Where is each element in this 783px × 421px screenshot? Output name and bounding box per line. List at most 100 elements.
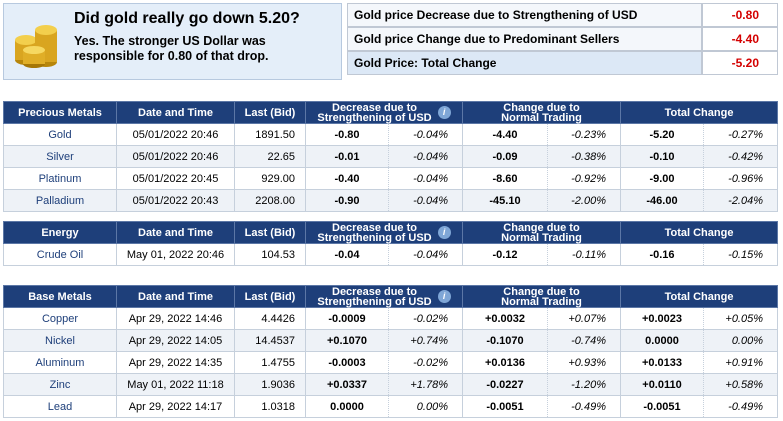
date-time: May 01, 2022 11:18 xyxy=(116,373,235,396)
summary-row-sellers: Gold price Change due to Predominant Sel… xyxy=(347,27,778,51)
usd-change-pct: -0.02% xyxy=(388,307,463,330)
date-time: 05/01/2022 20:45 xyxy=(116,167,235,190)
normal-change-pct: +0.93% xyxy=(547,351,621,374)
commodity-name[interactable]: Lead xyxy=(3,395,117,418)
total-change-pct: -0.42% xyxy=(703,145,779,168)
col-usd: Decrease due to Strengthening of USD i xyxy=(305,285,463,308)
col-normal: Change due to Normal Trading xyxy=(462,285,621,308)
usd-change: -0.40 xyxy=(305,167,389,190)
normal-change: -0.0227 xyxy=(462,373,548,396)
summary-label: Gold price Decrease due to Strengthening… xyxy=(347,3,702,27)
usd-change: -0.0003 xyxy=(305,351,389,374)
usd-change: 0.0000 xyxy=(305,395,389,418)
normal-change: -0.0051 xyxy=(462,395,548,418)
normal-change: +0.0032 xyxy=(462,307,548,330)
total-change: -0.16 xyxy=(620,243,704,266)
usd-change-pct: +1.78% xyxy=(388,373,463,396)
usd-change-pct: -0.04% xyxy=(388,123,463,146)
info-icon[interactable]: i xyxy=(437,226,451,239)
col-normal: Change due to Normal Trading xyxy=(462,101,621,124)
date-time: Apr 29, 2022 14:46 xyxy=(116,307,235,330)
usd-change-pct: +0.74% xyxy=(388,329,463,352)
commodity-name[interactable]: Gold xyxy=(3,123,117,146)
usd-change-pct: -0.04% xyxy=(388,243,463,266)
table-row: Crude Oil May 01, 2022 20:46 104.53 -0.04 -0… xyxy=(3,243,779,266)
total-change: +0.0023 xyxy=(620,307,704,330)
commodity-name[interactable]: Silver xyxy=(3,145,117,168)
gold-explainer-panel: Did gold really go down 5.20? Yes. The s… xyxy=(3,3,342,80)
total-change: -0.10 xyxy=(620,145,704,168)
col-date: Date and Time xyxy=(116,221,235,244)
normal-change-pct: -0.11% xyxy=(547,243,621,266)
section-title: Base Metals xyxy=(3,285,117,308)
total-change: 0.0000 xyxy=(620,329,704,352)
normal-change-pct: +0.07% xyxy=(547,307,621,330)
col-usd: Decrease due to Strengthening of USD i xyxy=(305,221,463,244)
total-change: -5.20 xyxy=(620,123,704,146)
usd-change: +0.0337 xyxy=(305,373,389,396)
table-row: Lead Apr 29, 2022 14:17 1.0318 0.0000 0.00% -… xyxy=(3,395,779,418)
last-bid: 1.9036 xyxy=(234,373,306,396)
usd-change-pct: -0.02% xyxy=(388,351,463,374)
summary-value: -5.20 xyxy=(702,51,778,75)
total-change: +0.0110 xyxy=(620,373,704,396)
col-total: Total Change xyxy=(619,285,779,308)
commodity-name[interactable]: Nickel xyxy=(3,329,117,352)
total-change: -0.0051 xyxy=(620,395,704,418)
base-metals-table: Base Metals Date and Time Last (Bid) Dec… xyxy=(3,285,779,418)
date-time: 05/01/2022 20:46 xyxy=(116,145,235,168)
summary-label: Gold Price: Total Change xyxy=(347,51,702,75)
table-row: Platinum 05/01/2022 20:45 929.00 -0.40 -0.04… xyxy=(3,167,779,190)
normal-change-pct: -1.20% xyxy=(547,373,621,396)
usd-change: -0.0009 xyxy=(305,307,389,330)
normal-change-pct: -2.00% xyxy=(547,189,621,212)
summary-value: -0.80 xyxy=(702,3,778,27)
table-row: Zinc May 01, 2022 11:18 1.9036 +0.0337 +1.78… xyxy=(3,373,779,396)
commodity-name[interactable]: Aluminum xyxy=(3,351,117,374)
usd-change-pct: -0.04% xyxy=(388,145,463,168)
col-bid: Last (Bid) xyxy=(234,221,306,244)
commodity-name[interactable]: Copper xyxy=(3,307,117,330)
table-row: Palladium 05/01/2022 20:43 2208.00 -0.90 -0.… xyxy=(3,189,779,212)
usd-change-pct: 0.00% xyxy=(388,395,463,418)
usd-change: +0.1070 xyxy=(305,329,389,352)
last-bid: 1891.50 xyxy=(234,123,306,146)
usd-change-pct: -0.04% xyxy=(388,167,463,190)
summary-value: -4.40 xyxy=(702,27,778,51)
last-bid: 1.0318 xyxy=(234,395,306,418)
commodity-name[interactable]: Crude Oil xyxy=(3,243,117,266)
usd-change-pct: -0.04% xyxy=(388,189,463,212)
normal-change-pct: -0.38% xyxy=(547,145,621,168)
info-icon[interactable]: i xyxy=(437,290,451,303)
table-row: Nickel Apr 29, 2022 14:05 14.4537 +0.1070 +0… xyxy=(3,329,779,352)
date-time: 05/01/2022 20:43 xyxy=(116,189,235,212)
total-change: -9.00 xyxy=(620,167,704,190)
total-change-pct: +0.91% xyxy=(703,351,779,374)
last-bid: 929.00 xyxy=(234,167,306,190)
date-time: Apr 29, 2022 14:17 xyxy=(116,395,235,418)
normal-change-pct: -0.74% xyxy=(547,329,621,352)
commodity-name[interactable]: Palladium xyxy=(3,189,117,212)
table-row: Copper Apr 29, 2022 14:46 4.4426 -0.0009 -0.… xyxy=(3,307,779,330)
info-icon[interactable]: i xyxy=(437,106,451,119)
normal-change: -0.09 xyxy=(462,145,548,168)
table-row: Gold 05/01/2022 20:46 1891.50 -0.80 -0.04% -4… xyxy=(3,123,779,146)
total-change-pct: 0.00% xyxy=(703,329,779,352)
last-bid: 22.65 xyxy=(234,145,306,168)
normal-change: +0.0136 xyxy=(462,351,548,374)
usd-change: -0.90 xyxy=(305,189,389,212)
commodity-name[interactable]: Platinum xyxy=(3,167,117,190)
total-change: +0.0133 xyxy=(620,351,704,374)
section-title: Energy xyxy=(3,221,117,244)
col-total: Total Change xyxy=(619,221,779,244)
commodity-name[interactable]: Zinc xyxy=(3,373,117,396)
last-bid: 104.53 xyxy=(234,243,306,266)
normal-change: -0.1070 xyxy=(462,329,548,352)
normal-change-pct: -0.49% xyxy=(547,395,621,418)
summary-row-total: Gold Price: Total Change -5.20 xyxy=(347,51,778,75)
total-change-pct: +0.05% xyxy=(703,307,779,330)
col-bid: Last (Bid) xyxy=(234,285,306,308)
normal-change: -4.40 xyxy=(462,123,548,146)
normal-change: -45.10 xyxy=(462,189,548,212)
summary-label: Gold price Change due to Predominant Sel… xyxy=(347,27,702,51)
